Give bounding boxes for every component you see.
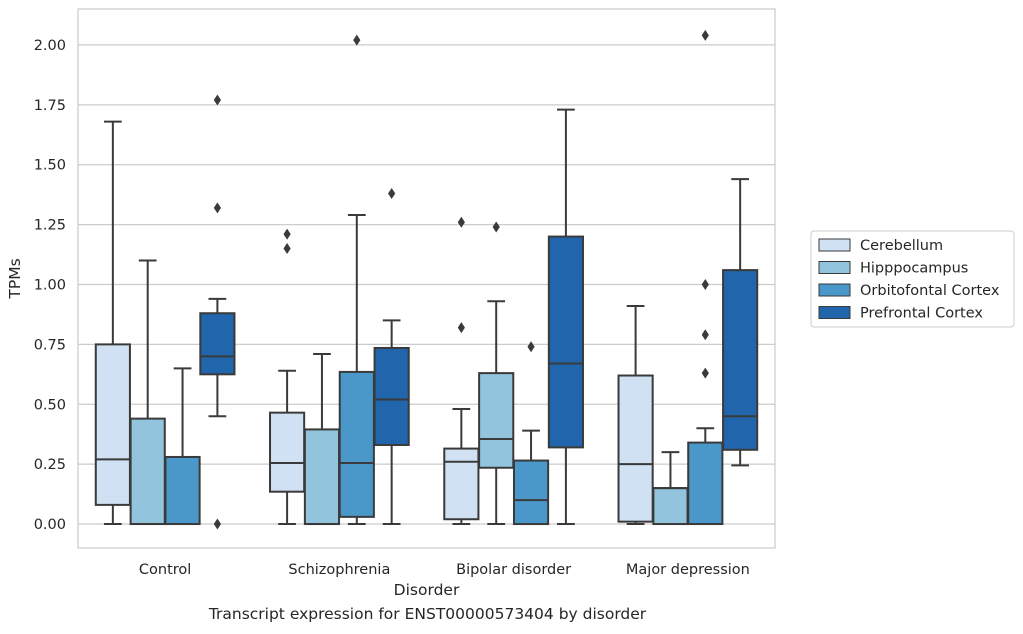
x-axis-label: Disorder [394, 581, 460, 599]
box-orbitofontal-cortex [687, 29, 724, 526]
outlier-point [353, 34, 361, 46]
box-cerebellum [94, 120, 131, 526]
y-tick-label: 0.00 [34, 517, 66, 533]
box-iqr [269, 411, 306, 493]
outlier-point [701, 29, 709, 41]
plot-area-frame [77, 8, 776, 549]
x-tick-label: Bipolar disorder [456, 562, 571, 578]
figure-caption: Transcript expression for ENST0000057340… [208, 605, 647, 623]
legend-swatch [818, 306, 851, 319]
box-plots [94, 29, 759, 530]
box-prefrontal-cortex [373, 187, 410, 526]
legend-swatch [818, 283, 851, 297]
box-iqr [512, 459, 550, 526]
outlier-point [457, 216, 465, 228]
box-hipppocampus [129, 259, 166, 526]
box-cerebellum [269, 228, 306, 526]
outlier-point [213, 94, 221, 106]
box-orbitofontal-cortex [338, 34, 375, 526]
box-iqr [338, 370, 375, 518]
outlier-point [527, 341, 535, 353]
outlier-point [388, 187, 396, 199]
box-iqr [303, 428, 341, 526]
box-iqr [652, 487, 689, 526]
box-iqr [443, 447, 480, 521]
box-cerebellum [443, 216, 480, 526]
box-hipppocampus [652, 451, 689, 526]
box-prefrontal-cortex [722, 178, 759, 467]
box-iqr [373, 346, 410, 446]
box-cerebellum [617, 305, 654, 526]
y-tick-label: 1.75 [34, 98, 66, 114]
outlier-point [457, 322, 465, 334]
outlier-point [213, 518, 221, 530]
outlier-point [701, 278, 709, 290]
legend-box [810, 230, 1015, 328]
legend-label: Prefrontal Cortex [860, 306, 983, 322]
box-iqr [687, 441, 724, 526]
y-axis-label: TPMs [6, 258, 24, 299]
x-tick-label: Schizophrenia [288, 562, 390, 578]
legend-label: Orbitofontal Cortex [860, 283, 1000, 299]
y-tick-label: 1.00 [34, 277, 66, 293]
box-iqr [617, 374, 654, 523]
x-tick-label: Major depression [626, 562, 750, 578]
y-axis-ticks: 0.00 0.25 0.50 0.75 1.00 1.25 1.50 1.75 2.00 [34, 38, 66, 533]
box-iqr [164, 455, 201, 526]
box-orbitofontal-cortex [512, 341, 550, 526]
legend-label: Cerebellum [860, 238, 943, 254]
y-tick-label: 1.50 [34, 158, 66, 174]
legend: Cerebellum Hipppocampus Orbitofontal Corte… [810, 230, 1015, 328]
legend-swatch [818, 238, 851, 252]
legend-swatch [818, 261, 851, 274]
outlier-point [701, 367, 709, 379]
outlier-point [283, 228, 291, 240]
legend-label: Hipppocampus [860, 261, 968, 277]
box-orbitofontal-cortex [164, 367, 201, 526]
outlier-point [213, 202, 221, 214]
box-iqr [478, 372, 515, 469]
outlier-point [492, 221, 500, 233]
box-iqr [94, 343, 131, 506]
outlier-point [283, 243, 291, 255]
box-iqr [199, 312, 236, 376]
y-tick-label: 0.50 [34, 397, 66, 413]
box-iqr [722, 269, 759, 451]
outlier-point [701, 329, 709, 341]
x-tick-label: Control [139, 562, 191, 578]
box-hipppocampus [303, 352, 341, 526]
box-prefrontal-cortex [199, 94, 236, 530]
box-prefrontal-cortex [547, 108, 584, 526]
box-iqr [129, 417, 166, 526]
x-axis-ticks: Control Schizophrenia Bipolar disorder Majo… [139, 562, 750, 578]
y-tick-label: 0.75 [34, 337, 66, 353]
box-hipppocampus [478, 221, 515, 526]
y-tick-label: 1.25 [34, 218, 66, 234]
y-tick-label: 0.25 [34, 457, 66, 473]
box-iqr [547, 235, 584, 449]
y-tick-label: 2.00 [34, 38, 66, 54]
